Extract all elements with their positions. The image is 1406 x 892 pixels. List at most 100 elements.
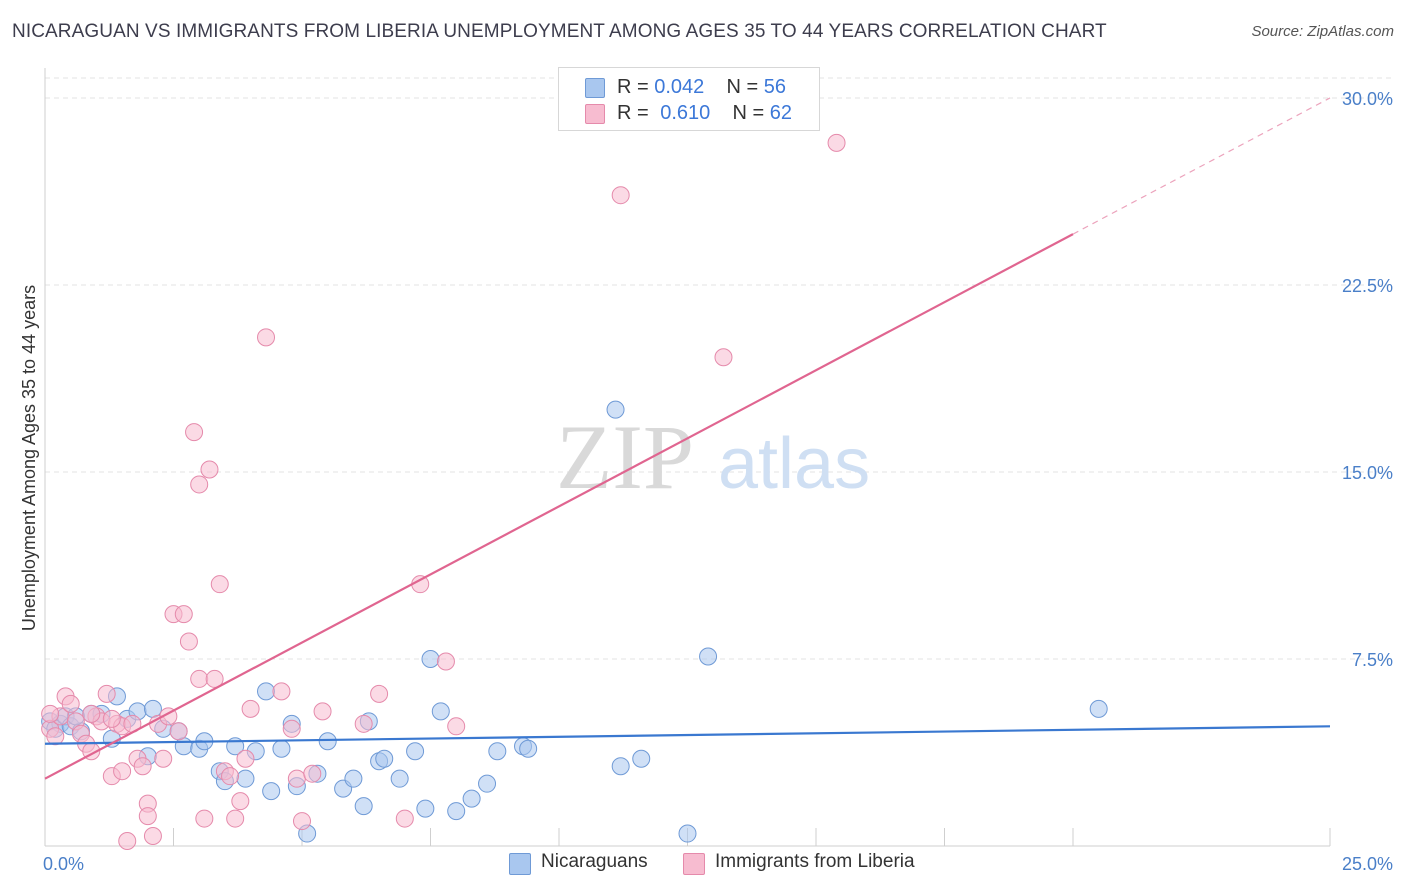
point-nicaraguans-45 [478, 774, 497, 793]
point-liberia-4 [61, 694, 80, 713]
point-nicaraguans-16 [174, 737, 193, 756]
trend-lines [44, 97, 1331, 780]
point-liberia-54 [436, 652, 455, 671]
point-liberia-56 [611, 186, 630, 205]
point-liberia-27 [169, 722, 188, 741]
y-tick-label-1: 15.0% [1342, 463, 1393, 483]
n-label: N = [732, 102, 765, 124]
bottom-legend-label-liberia: Immigrants from Liberia [715, 851, 915, 872]
n-label: N = [726, 76, 759, 98]
point-nicaraguans-48 [519, 739, 538, 758]
point-nicaraguans-41 [421, 649, 440, 668]
point-liberia-41 [236, 749, 255, 768]
point-liberia-51 [370, 684, 389, 703]
watermark-atlas: atlas [718, 424, 870, 504]
point-nicaraguans-51 [632, 749, 651, 768]
bottom-legend-swatch-pink [683, 853, 705, 875]
point-liberia-38 [221, 767, 240, 786]
point-liberia-46 [287, 769, 306, 788]
point-liberia-11 [97, 684, 116, 703]
point-liberia-31 [190, 669, 209, 688]
point-liberia-61 [41, 704, 60, 723]
trend-line-nicaraguans [44, 725, 1331, 745]
point-liberia-39 [226, 809, 245, 828]
point-nicaraguans-31 [318, 732, 337, 751]
point-nicaraguans-43 [447, 802, 466, 821]
point-liberia-58 [827, 133, 846, 152]
point-liberia-60 [102, 709, 121, 728]
point-nicaraguans-49 [606, 400, 625, 419]
point-nicaraguans-39 [406, 742, 425, 761]
point-nicaraguans-25 [262, 782, 281, 801]
point-nicaraguans-34 [354, 797, 373, 816]
point-liberia-49 [313, 702, 332, 721]
point-liberia-57 [714, 348, 733, 367]
point-liberia-21 [138, 807, 157, 826]
point-liberia-29 [179, 632, 198, 651]
point-nicaraguans-52 [678, 824, 697, 843]
point-liberia-48 [303, 764, 322, 783]
r-label: R = [617, 102, 649, 124]
point-nicaraguans-33 [344, 769, 363, 788]
point-nicaraguans-44 [462, 789, 481, 808]
source-label: Source: ZipAtlas.com [1251, 23, 1394, 40]
legend-swatch-pink [585, 104, 605, 124]
point-liberia-42 [241, 699, 260, 718]
y-tick-label-2: 22.5% [1342, 276, 1393, 296]
point-nicaraguans-38 [390, 769, 409, 788]
y-ticks: 7.5% 15.0% 22.5% 30.0% [1342, 89, 1393, 670]
point-liberia-36 [210, 575, 229, 594]
gridlines [45, 77, 1393, 660]
point-liberia-47 [293, 812, 311, 831]
point-liberia-50 [354, 714, 373, 733]
trend-line-liberia [44, 233, 1074, 780]
bottom-legend-swatch-blue [509, 853, 531, 875]
y-tick-label-0: 7.5% [1352, 650, 1393, 670]
point-liberia-24 [154, 749, 173, 768]
point-nicaraguans-22 [236, 769, 255, 788]
r-label: R = [617, 76, 649, 98]
chart-title: NICARAGUAN VS IMMIGRANTS FROM LIBERIA UN… [12, 21, 1107, 42]
point-liberia-44 [272, 682, 291, 701]
point-liberia-14 [113, 762, 132, 781]
r-value-nicaraguans: 0.042 [654, 76, 705, 98]
point-liberia-35 [205, 669, 224, 688]
point-liberia-30 [185, 423, 204, 442]
n-value-liberia: 62 [769, 102, 793, 124]
n-value-nicaraguans: 56 [763, 76, 787, 98]
point-liberia-55 [447, 717, 466, 736]
point-nicaraguans-37 [375, 749, 394, 768]
point-liberia-45 [282, 719, 301, 738]
watermark-zip: ZIP [556, 406, 694, 508]
trend-line-liberia-extension [1072, 97, 1331, 235]
x-tick-max: 25.0% [1342, 854, 1393, 874]
point-liberia-40 [231, 792, 250, 811]
bottom-legend-label-nicaraguans: Nicaraguans [541, 851, 648, 872]
point-liberia-28 [174, 605, 193, 624]
point-nicaraguans-42 [431, 702, 450, 721]
point-liberia-1 [46, 727, 65, 746]
point-liberia-43 [257, 328, 276, 347]
r-value-liberia: 0.610 [660, 102, 711, 124]
point-liberia-52 [395, 809, 414, 828]
point-nicaraguans-54 [1089, 699, 1108, 718]
point-liberia-33 [195, 809, 214, 828]
point-liberia-16 [118, 832, 137, 851]
point-liberia-32 [190, 475, 209, 494]
series-liberia [41, 133, 846, 851]
point-nicaraguans-24 [257, 682, 276, 701]
legend-swatch-blue [585, 78, 605, 98]
point-liberia-19 [133, 757, 152, 776]
point-liberia-34 [200, 460, 219, 479]
point-nicaraguans-53 [699, 647, 718, 666]
stats-legend: R = 0.042 N = 56 R = 0.610 N = 62 [558, 67, 820, 131]
point-nicaraguans-50 [611, 757, 630, 776]
point-liberia-22 [143, 827, 162, 846]
point-nicaraguans-40 [416, 799, 435, 818]
y-tick-label-3: 30.0% [1342, 89, 1393, 109]
y-axis-label: Unemployment Among Ages 35 to 44 years [19, 285, 39, 631]
point-nicaraguans-13 [143, 699, 162, 718]
point-nicaraguans-26 [272, 739, 291, 758]
point-nicaraguans-46 [488, 742, 507, 761]
